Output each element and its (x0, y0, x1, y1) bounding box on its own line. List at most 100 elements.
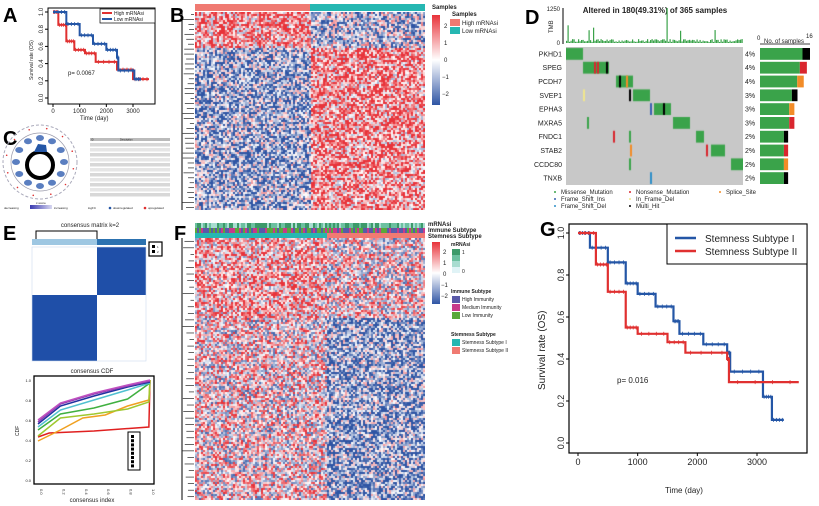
mrnasi-cell (195, 223, 197, 228)
table-row (90, 153, 170, 157)
mrnasi-cell (285, 223, 287, 228)
go-term-blob (60, 159, 68, 165)
tmb-bar (734, 41, 736, 43)
panel-label-d: D (525, 7, 539, 29)
legend-swatch (452, 296, 460, 303)
legend-tick: 1 (462, 250, 465, 256)
legend-dot (554, 198, 556, 200)
mrnasi-cell (375, 223, 377, 228)
side-bar (760, 144, 784, 157)
heatmap-b (195, 12, 425, 210)
immune-cell (409, 228, 411, 233)
mrnasi-cell (259, 223, 261, 228)
side-bar-segment (783, 144, 789, 157)
legend-dot (629, 205, 631, 207)
tmb-bar (659, 41, 661, 43)
tmb-max: 1250 (547, 7, 561, 13)
tmb-bar (687, 40, 689, 43)
tmb-bar (678, 40, 680, 43)
mrnasi-cell (257, 223, 259, 228)
side-bar-segment (783, 172, 789, 184)
mrnasi-cell (417, 223, 419, 228)
immune-cell (333, 228, 335, 233)
cdf-line (37, 380, 151, 423)
legend-label: Low mRNAsi (462, 29, 497, 35)
legend-dot (629, 198, 631, 200)
tmb-bar (677, 41, 679, 43)
legend-title: Samples (432, 5, 457, 11)
y-tick-label: 0.2 (39, 76, 45, 85)
scale-tick: 0 (443, 272, 447, 278)
legend-dot (719, 191, 721, 193)
immune-cell (395, 228, 397, 233)
table-row (90, 183, 170, 187)
gene-dot (16, 186, 19, 189)
tmb-bar (738, 39, 740, 43)
immune-cell (347, 228, 349, 233)
tmb-bar (729, 40, 731, 43)
mrnasi-cell (291, 223, 293, 228)
mrnasi-cell (243, 223, 245, 228)
tmb-bar (576, 41, 578, 43)
immune-cell (287, 228, 289, 233)
immune-cell (229, 228, 231, 233)
immune-cell (413, 228, 415, 233)
legend-g (666, 223, 808, 265)
side-bar-segment (789, 103, 795, 115)
tmb-bar (632, 39, 634, 43)
table-row (90, 163, 170, 167)
scale-tick: 0 (444, 58, 448, 64)
tmb-bar (624, 40, 626, 43)
legend-swatch (131, 464, 134, 468)
immune-cell (225, 228, 227, 233)
stemness-bar (195, 233, 327, 238)
gene-label: SPEG (543, 65, 562, 72)
immune-cell (403, 228, 405, 233)
scale-tick: −2 (442, 92, 450, 98)
side-bar (760, 130, 784, 143)
immune-cell (197, 228, 199, 233)
legend-label: increasing (54, 206, 68, 210)
tmb-bar (731, 41, 733, 43)
tmb-bar (720, 39, 722, 43)
tmb-bar (575, 41, 577, 43)
immune-cell (243, 228, 245, 233)
consensus-matrix: consensus matrix k=2 1 2 (31, 223, 163, 362)
tmb-bar (726, 39, 728, 43)
table-header-id: ID (91, 139, 94, 142)
tmb-bar (723, 39, 725, 43)
tmb-bar (725, 39, 727, 43)
side-barplot (760, 48, 810, 184)
tmb-bar (594, 40, 596, 43)
scale-tick: 2 (443, 250, 447, 256)
immune-cell (343, 228, 345, 233)
immune-cell (265, 228, 267, 233)
immune-cell (237, 228, 239, 233)
table-row (90, 193, 170, 197)
mrnasi-cell (363, 223, 365, 228)
immune-cell (345, 228, 347, 233)
mrnasi-cell (229, 223, 231, 228)
mrnasi-cell (271, 223, 273, 228)
mrnasi-cell (249, 223, 251, 228)
legend-swatch (131, 451, 134, 455)
immune-cell (341, 228, 343, 233)
legend-dot (554, 191, 556, 193)
immune-cell (227, 228, 229, 233)
mutation-legend: Missense_Mutation Nonsense_Mutation Splice… (554, 190, 757, 210)
scale-tick: −1 (442, 75, 450, 81)
gene-label: SVEP1 (539, 93, 562, 100)
immune-cell (407, 228, 409, 233)
panel-label-f: F (174, 223, 186, 245)
mrnasi-cell (413, 223, 415, 228)
immune-cell (315, 228, 317, 233)
immune-cell (305, 228, 307, 233)
cdf-line (37, 382, 151, 431)
x-tick-label: 3000 (747, 457, 767, 467)
tmb-bar (600, 39, 602, 43)
immune-cell (195, 228, 197, 233)
mrnasi-cell (345, 223, 347, 228)
tmb-bar (657, 40, 659, 43)
immune-cell (385, 228, 387, 233)
gene-dot (28, 128, 30, 131)
